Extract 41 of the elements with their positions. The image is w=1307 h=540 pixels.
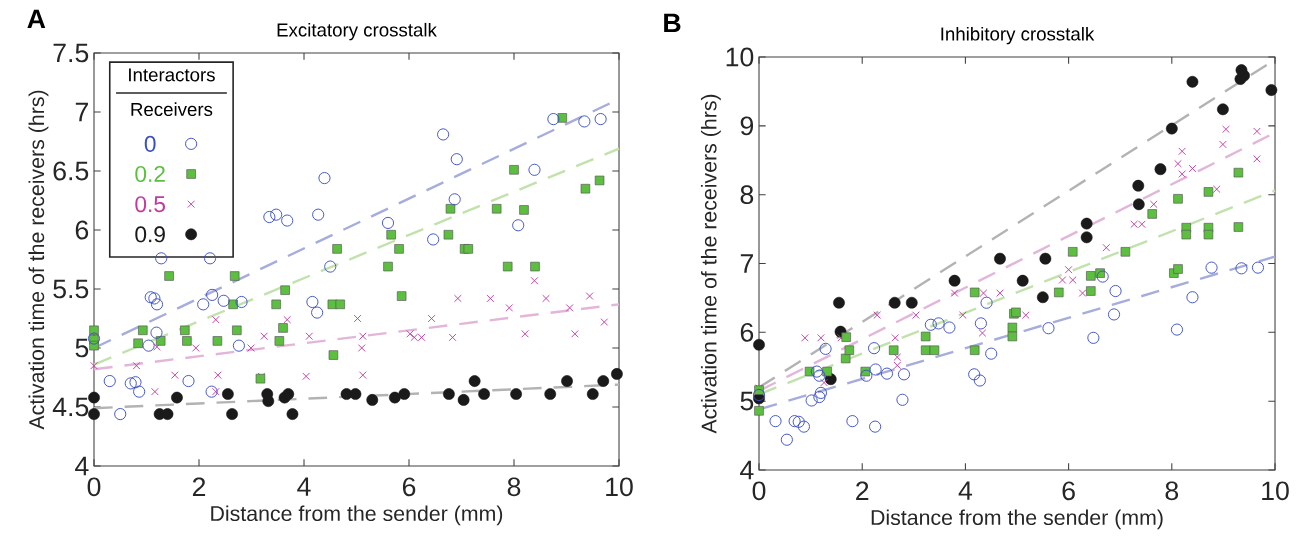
legend-label: 0.5 bbox=[135, 196, 165, 213]
chart-title: Inhibitory crosstalk bbox=[941, 26, 1095, 45]
annotation: Receivers bbox=[131, 102, 213, 117]
x-tick-label: 8 bbox=[507, 477, 521, 497]
x-tick-label: 6 bbox=[402, 477, 416, 497]
legend-label: 0.9 bbox=[135, 226, 165, 243]
y-tick-label: 6 bbox=[740, 322, 754, 342]
y-tick-label: 5 bbox=[740, 391, 754, 411]
y-axis-title: Activation time of the receivers (hrs) bbox=[700, 94, 721, 434]
x-tick-label: 4 bbox=[958, 481, 973, 500]
y-tick-label: 7.5 bbox=[53, 43, 89, 63]
y-tick-label: 8 bbox=[740, 185, 754, 205]
x-tick-label: 2 bbox=[856, 481, 869, 500]
y-tick-label: 4 bbox=[740, 460, 754, 480]
x-tick-label: 4 bbox=[297, 477, 311, 496]
x-tick-label: 8 bbox=[1165, 481, 1179, 501]
x-tick-label: 0 bbox=[752, 481, 766, 501]
y-tick-label: 4 bbox=[75, 456, 89, 476]
legend-label: 0.2 bbox=[135, 165, 165, 183]
y-tick-label: 6 bbox=[75, 220, 89, 240]
y-tick-label: 4.5 bbox=[52, 397, 89, 417]
y-tick-label: 5.5 bbox=[53, 279, 89, 299]
legend-label: 0 bbox=[144, 135, 156, 152]
y-tick-label: 9 bbox=[740, 116, 754, 136]
text: A bbox=[27, 9, 46, 29]
y-tick-label: 10 bbox=[726, 47, 754, 67]
y-axis-title: Activation time of the receivers (hrs) bbox=[28, 90, 49, 430]
y-tick-label: 6.5 bbox=[53, 161, 89, 181]
x-tick-label: 10 bbox=[1262, 481, 1289, 501]
x-axis-title: Distance from the sender (mm) bbox=[871, 509, 1163, 530]
x-axis-title: Distance from the sender (mm) bbox=[211, 505, 503, 526]
y-tick-label: 7 bbox=[75, 102, 88, 122]
text: B bbox=[664, 13, 681, 33]
y-tick-label: 7 bbox=[740, 254, 753, 273]
y-tick-label: 5 bbox=[75, 338, 89, 358]
x-tick-label: 10 bbox=[606, 477, 633, 497]
x-tick-label: 0 bbox=[87, 477, 101, 497]
legend-title: Interactors bbox=[129, 68, 215, 82]
chart-title: Excitatory crosstalk bbox=[277, 22, 437, 41]
x-tick-label: 2 bbox=[192, 477, 206, 496]
x-tick-label: 6 bbox=[1062, 481, 1075, 501]
